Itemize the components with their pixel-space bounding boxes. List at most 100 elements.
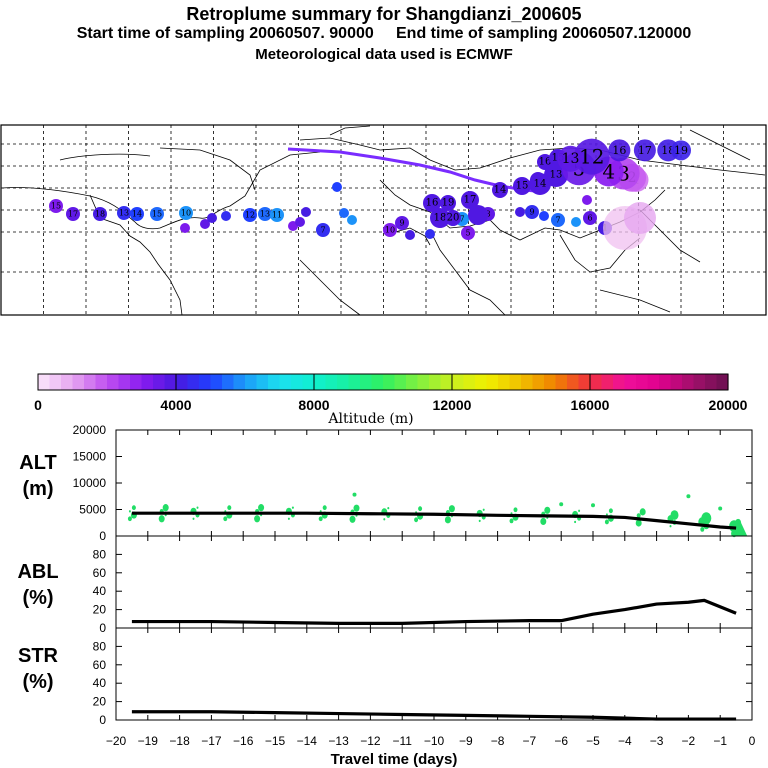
plume-cluster (608, 139, 631, 162)
colorbar-cell (337, 374, 350, 390)
plume-marker (295, 217, 305, 227)
trajectory-map: 1517181314151012131171091087589761161516… (0, 124, 767, 316)
abl-ytick-label: 40 (93, 584, 107, 598)
alt-scatter-point (591, 503, 595, 508)
abl-series-line (131, 598, 737, 626)
plume-marker (551, 213, 565, 227)
colorbar-cell (199, 374, 212, 390)
xtick-label: −16 (233, 734, 254, 748)
colorbar-cell (659, 374, 672, 390)
plume-marker (430, 208, 450, 228)
alt-ytick-label: 0 (99, 529, 106, 543)
plume-marker (332, 182, 342, 192)
alt-scatter-point (670, 510, 679, 520)
alt-scatter-point (192, 517, 195, 520)
plume-marker (179, 206, 193, 220)
colorbar-cell (84, 374, 97, 390)
alt-scatter-point (700, 526, 705, 532)
plume-marker (49, 199, 63, 213)
alt-scatter-point (349, 515, 356, 523)
colorbar-cell (532, 374, 545, 390)
plume-marker (440, 195, 456, 211)
colorbar-cell (682, 374, 695, 390)
alt-scatter-point (669, 524, 672, 528)
plume-day-label: 9 (529, 208, 534, 217)
xtick-label: −3 (650, 734, 664, 748)
str-ytick-label: 80 (93, 639, 107, 653)
plume-marker (150, 207, 164, 221)
plume-cluster-label: 13 (562, 151, 580, 167)
plume-marker (270, 208, 284, 222)
colorbar-cell (141, 374, 154, 390)
colorbar-cell (394, 374, 407, 390)
plume-day-label: 8 (485, 210, 490, 219)
plume-day-label: 11 (272, 211, 282, 220)
colorbar-cell (509, 374, 522, 390)
alt-scatter-point (291, 506, 294, 509)
colorbar-cell (118, 374, 131, 390)
plume-day-label: 19 (442, 198, 455, 209)
xtick-label: −17 (201, 734, 222, 748)
plume-day-label: 14 (494, 185, 507, 196)
plume-marker (525, 205, 539, 219)
alt-scatter-point (559, 502, 564, 507)
plume-marker (301, 207, 311, 217)
xtick-label: −18 (169, 734, 190, 748)
str-panel-unit: (%) (22, 671, 53, 693)
xtick-label: −8 (491, 734, 505, 748)
colorbar-cell (613, 374, 626, 390)
colorbar-cell (49, 374, 62, 390)
xtick-label: −15 (265, 734, 286, 748)
colorbar-cell (210, 374, 223, 390)
alt-series-line (131, 511, 737, 530)
colorbar-cell (107, 374, 120, 390)
colorbar-cell (279, 374, 292, 390)
alt-scatter-point (578, 509, 581, 513)
alt-scatter-point (196, 506, 199, 509)
alt-scatter-point (322, 505, 327, 511)
colorbar-cell (452, 374, 465, 390)
xtick-label: −1 (713, 734, 727, 748)
alt-ytick-label: 10000 (73, 476, 107, 490)
abl-ytick-label: 80 (93, 547, 107, 561)
plume-cluster (573, 138, 610, 175)
xtick-label: −5 (586, 734, 600, 748)
alt-scatter-point (223, 516, 228, 522)
str-panel-frame (115, 627, 753, 721)
alt-ytick-label: 5000 (79, 503, 106, 517)
plume-marker (383, 223, 397, 237)
xtick-label: −10 (424, 734, 445, 748)
plume-marker (425, 229, 435, 239)
colorbar-cell (624, 374, 637, 390)
colorbar-cell (302, 374, 315, 390)
abl-ytick-label: 20 (93, 603, 107, 617)
colorbar-cell (61, 374, 74, 390)
alt-scatter-point (448, 505, 455, 513)
alt-ytick-label: 15000 (73, 450, 107, 464)
colorbar-cell (233, 374, 246, 390)
plume-marker (347, 215, 357, 225)
colorbar-cell (440, 374, 453, 390)
colorbar-cell (567, 374, 580, 390)
plume-day-label: 13 (550, 170, 563, 181)
str-ytick-label: 0 (99, 713, 106, 727)
alt-scatter-point (635, 519, 642, 527)
str-ytick-label: 20 (93, 695, 107, 709)
chart-title: Retroplume summary for Shangdianzi_20060… (186, 4, 582, 24)
abl-panel-unit: (%) (22, 587, 53, 609)
plume-day-label: 10 (385, 226, 395, 235)
plume-marker (117, 206, 131, 220)
plume-marker (130, 207, 144, 221)
colorbar-cell (647, 374, 660, 390)
xtick-label: −2 (682, 734, 696, 748)
alt-ytick-label: 20000 (73, 423, 107, 437)
alt-scatter-point (127, 516, 132, 522)
alt-scatter-point (478, 519, 481, 523)
colorbar-cell (153, 374, 166, 390)
colorbar-cell (463, 374, 476, 390)
colorbar-cell (95, 374, 108, 390)
xtick-label: −12 (360, 734, 381, 748)
plume-marker (492, 182, 508, 198)
alt-scatter-point (444, 516, 451, 524)
